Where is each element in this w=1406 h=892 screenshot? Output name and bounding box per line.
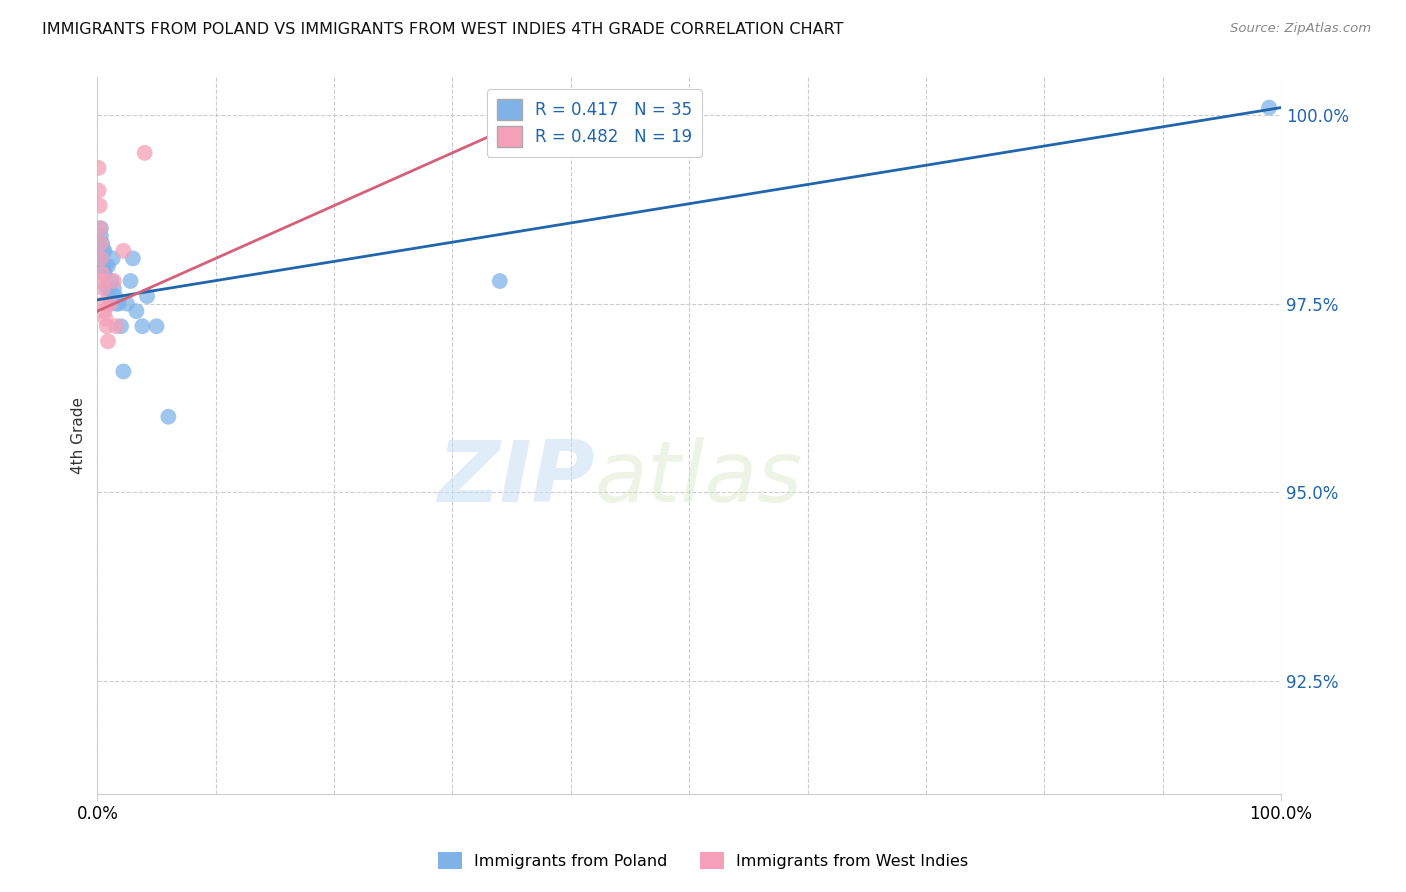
Point — [101, 252, 124, 266]
Text: atlas: atlas — [595, 437, 803, 520]
Point — [97, 259, 120, 273]
Point — [90, 221, 112, 235]
Point — [93, 267, 115, 281]
Point — [94, 259, 117, 273]
Point — [90, 252, 112, 266]
Point — [120, 274, 142, 288]
Point — [91, 267, 114, 281]
Point — [115, 296, 138, 310]
Point — [94, 311, 117, 326]
Point — [91, 296, 114, 310]
Point — [107, 296, 129, 310]
Point — [90, 236, 112, 251]
Point — [488, 274, 510, 288]
Point — [131, 319, 153, 334]
Text: ZIP: ZIP — [437, 437, 595, 520]
Point — [87, 184, 110, 198]
Point — [91, 259, 114, 273]
Point — [96, 281, 118, 295]
Point — [98, 281, 121, 295]
Point — [121, 252, 143, 266]
Point — [100, 274, 122, 288]
Point — [91, 236, 114, 251]
Point — [96, 319, 118, 334]
Point — [90, 228, 112, 243]
Point — [97, 334, 120, 349]
Point — [125, 304, 148, 318]
Legend: Immigrants from Poland, Immigrants from West Indies: Immigrants from Poland, Immigrants from … — [432, 846, 974, 875]
Point — [103, 274, 125, 288]
Point — [110, 319, 132, 334]
Point — [89, 259, 111, 273]
Y-axis label: 4th Grade: 4th Grade — [72, 397, 86, 474]
Point — [136, 289, 159, 303]
Point — [89, 221, 111, 235]
Text: Source: ZipAtlas.com: Source: ZipAtlas.com — [1230, 22, 1371, 36]
Point — [91, 274, 114, 288]
Point — [87, 161, 110, 175]
Point — [112, 244, 135, 258]
Point — [93, 244, 115, 258]
Point — [1258, 101, 1281, 115]
Text: IMMIGRANTS FROM POLAND VS IMMIGRANTS FROM WEST INDIES 4TH GRADE CORRELATION CHAR: IMMIGRANTS FROM POLAND VS IMMIGRANTS FRO… — [42, 22, 844, 37]
Point — [98, 296, 121, 310]
Point — [87, 244, 110, 258]
Point — [90, 252, 112, 266]
Point — [104, 289, 127, 303]
Point — [93, 304, 115, 318]
Point — [103, 281, 125, 295]
Point — [105, 296, 128, 310]
Point — [134, 145, 156, 160]
Point — [157, 409, 180, 424]
Point — [91, 281, 114, 295]
Point — [112, 364, 135, 378]
Point — [89, 236, 111, 251]
Point — [145, 319, 167, 334]
Point — [91, 244, 114, 258]
Point — [91, 259, 114, 273]
Legend: R = 0.417   N = 35, R = 0.482   N = 19: R = 0.417 N = 35, R = 0.482 N = 19 — [486, 89, 702, 157]
Point — [98, 296, 121, 310]
Point — [89, 199, 111, 213]
Point — [105, 319, 128, 334]
